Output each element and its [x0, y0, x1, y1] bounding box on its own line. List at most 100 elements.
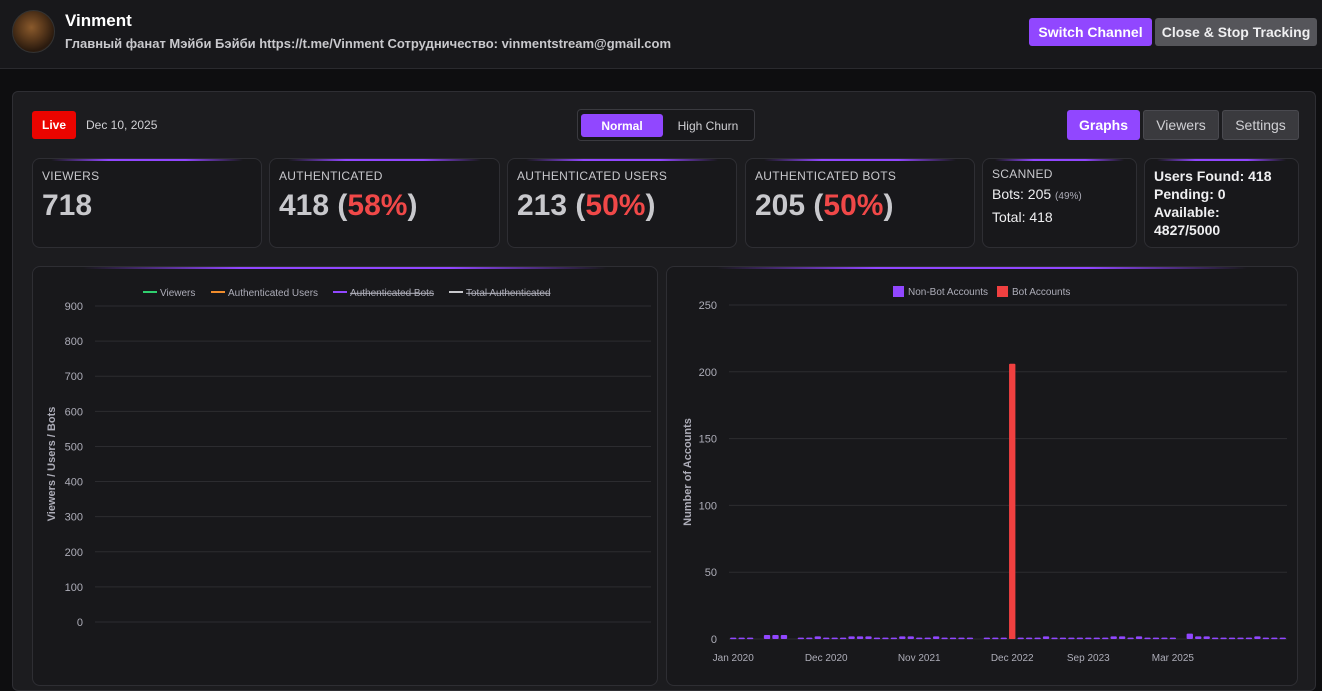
non-bot-bar [763, 634, 771, 639]
scanned-bots: Bots: 205 (49%) [992, 186, 1082, 202]
channel-name: Vinment [65, 11, 132, 30]
non-bot-bar [823, 637, 830, 640]
auth-users-pct: 50% [585, 189, 646, 222]
authenticated-value: 418 (58%) [279, 189, 418, 222]
viewers-card: VIEWERS 718 [32, 158, 262, 248]
live-badge: Live [32, 111, 76, 139]
non-bot-bar [780, 634, 788, 639]
non-bot-bar [1186, 633, 1193, 639]
non-bot-bar [730, 637, 737, 640]
authenticated-card: AUTHENTICATED 418 (58%) [269, 158, 500, 248]
auth-bots-pct: 50% [823, 189, 884, 222]
legend-item: Non-Bot Accounts [908, 287, 988, 298]
x-tick-label: Dec 2022 [991, 653, 1034, 664]
non-bot-bar [1068, 637, 1075, 640]
x-tick-label: Sep 2023 [1067, 653, 1110, 664]
bar-chart-svg: 0 50 100 150 200 250 Number of Accounts Jan 202… [682, 286, 1287, 664]
y-tick-label: 400 [65, 477, 83, 489]
non-bot-bar [1161, 637, 1168, 640]
non-bot-bar [949, 637, 957, 640]
tab-viewers[interactable]: Viewers [1143, 110, 1219, 140]
auth-bots-value: 205 (50%) [755, 189, 894, 222]
y-tick-label: 200 [65, 547, 83, 559]
non-bot-bar [873, 637, 881, 640]
y-tick-label: 250 [699, 300, 717, 312]
non-bot-bar [890, 637, 898, 640]
switch-channel-button[interactable]: Switch Channel [1029, 18, 1152, 46]
account-age-bar-chart: 0 50 100 150 200 250 Number of Accounts Jan 202… [666, 266, 1298, 686]
non-bot-bar [797, 637, 805, 640]
available-label: Available: [1154, 204, 1220, 220]
tab-settings[interactable]: Settings [1222, 110, 1299, 140]
non-bot-bar [1085, 637, 1092, 640]
non-bot-bar [1093, 637, 1100, 640]
auth-bots-label: AUTHENTICATED BOTS [755, 169, 897, 183]
non-bot-bar [941, 637, 948, 640]
available-value: 4827/5000 [1154, 222, 1221, 238]
non-bot-bar [1262, 637, 1270, 640]
auth-users-card: AUTHENTICATED USERS 213 (50%) [507, 158, 737, 248]
non-bot-bar [1042, 636, 1050, 639]
auth-users-value: 213 (50%) [517, 189, 656, 222]
non-bot-bar [1059, 637, 1067, 640]
line-chart-svg: 0 100 200 300 400 500 600 700 800 900 Viewers / Us… [46, 288, 651, 629]
x-tick-label: Dec 2020 [805, 653, 848, 664]
viewers-value: 718 [42, 189, 93, 222]
authenticated-pct: 58% [347, 189, 408, 222]
non-bot-bar [966, 637, 974, 640]
authenticated-label: AUTHENTICATED [279, 169, 383, 183]
pending: Pending: 0 [1154, 186, 1226, 202]
x-tick-label: Jan 2020 [713, 653, 755, 664]
y-tick-label: 0 [711, 634, 717, 646]
non-bot-bar [992, 637, 999, 640]
scanned-card: SCANNED Bots: 205 (49%) Total: 418 [982, 158, 1137, 248]
non-bot-bar [1034, 637, 1041, 640]
non-bot-bar [1203, 636, 1210, 639]
non-bot-bar [1245, 637, 1253, 640]
y-tick-label: 900 [65, 301, 83, 313]
y-tick-label: 600 [65, 406, 83, 418]
legend-item: Viewers [160, 288, 195, 299]
mode-normal-button[interactable]: Normal [581, 114, 663, 137]
non-bot-bar [806, 637, 813, 640]
y-axis-label: Number of Accounts [682, 418, 694, 526]
non-bot-bar [932, 636, 940, 639]
non-bot-bar [1000, 637, 1007, 640]
tab-graphs[interactable]: Graphs [1067, 110, 1140, 140]
non-bot-bar [1110, 636, 1117, 639]
non-bot-bar [865, 636, 872, 639]
y-tick-label: 200 [699, 367, 717, 379]
non-bot-bar [1195, 636, 1202, 639]
scanned-total: Total: 418 [992, 209, 1053, 225]
viewers-line-chart: 0 100 200 300 400 500 600 700 800 900 Viewers / Us… [32, 266, 658, 686]
non-bot-bar [1228, 637, 1236, 640]
non-bot-bar [907, 636, 914, 639]
y-tick-label: 800 [65, 336, 83, 348]
non-bot-bar [1169, 637, 1177, 640]
non-bot-bar [882, 637, 889, 640]
non-bot-bar [1152, 637, 1160, 640]
users-found-card: Users Found: 418 Pending: 0 Available: 4… [1144, 158, 1299, 248]
auth-users-label: AUTHENTICATED USERS [517, 169, 668, 183]
non-bot-bar [856, 636, 864, 639]
legend-swatch [997, 286, 1008, 297]
non-bot-bar [916, 637, 923, 640]
non-bot-bar [1118, 636, 1126, 639]
non-bot-bar [772, 634, 779, 639]
y-tick-label: 50 [705, 567, 717, 579]
auth-bots-card: AUTHENTICATED BOTS 205 (50%) [745, 158, 975, 248]
non-bot-bar [1144, 637, 1151, 640]
x-tick-label: Mar 2025 [1152, 653, 1195, 664]
stream-date: Dec 10, 2025 [86, 118, 158, 132]
non-bot-bar [958, 637, 965, 640]
non-bot-bar [1051, 637, 1058, 640]
legend-item: Total Authenticated [466, 288, 551, 299]
channel-description: Главный фанат Мэйби Бэйби https://t.me/V… [65, 36, 672, 51]
non-bot-bar [738, 637, 745, 640]
legend-item: Authenticated Users [228, 288, 318, 299]
mode-high-churn-button[interactable]: High Churn [677, 118, 739, 133]
non-bot-bar [839, 637, 847, 640]
channel-header: Vinment Главный фанат Мэйби Бэйби https:… [0, 0, 1322, 69]
non-bot-bar [1237, 637, 1244, 640]
close-stop-tracking-button[interactable]: Close & Stop Tracking [1155, 18, 1317, 46]
